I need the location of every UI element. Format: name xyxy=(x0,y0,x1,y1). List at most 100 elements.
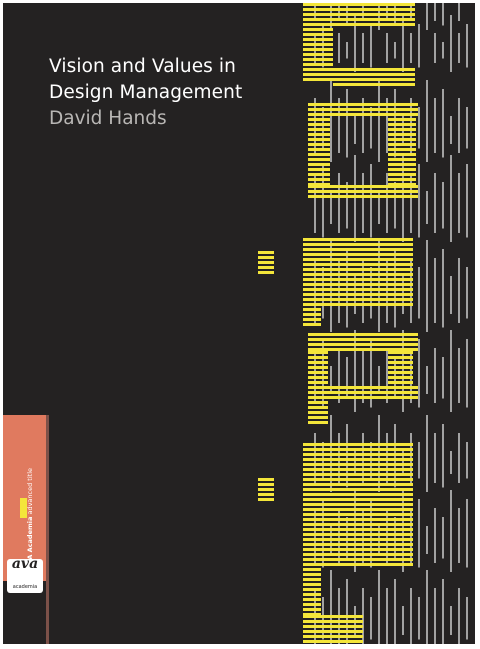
letter-bar xyxy=(388,143,416,146)
letter-bar xyxy=(308,163,330,166)
letter-bar xyxy=(308,133,330,136)
letter-bar xyxy=(308,376,328,379)
letter-bar xyxy=(308,178,330,181)
letter-bar xyxy=(303,273,413,276)
series-color-mark xyxy=(20,498,27,518)
letter-bar xyxy=(303,453,413,456)
letter-bar xyxy=(258,261,274,264)
letter-bar xyxy=(308,366,328,369)
letter-bar xyxy=(388,356,413,359)
letter-bar xyxy=(388,128,416,131)
letter-bar xyxy=(303,448,413,451)
letter-bar xyxy=(303,488,413,491)
letter-bar xyxy=(303,478,413,481)
letter-bar xyxy=(258,498,274,501)
letter-bar xyxy=(308,168,330,171)
letter-bar xyxy=(308,386,418,389)
letter-bar xyxy=(308,333,418,336)
letter-bar xyxy=(258,478,274,481)
letter-bar xyxy=(308,416,328,419)
letter-bar xyxy=(303,493,413,496)
letter-bar xyxy=(303,483,413,486)
letter-bar xyxy=(303,28,333,31)
letter-bar xyxy=(303,78,333,81)
letter-bar xyxy=(303,558,413,561)
letter-bar xyxy=(388,168,416,171)
letter-bar xyxy=(388,158,416,161)
letter-bar xyxy=(308,173,330,176)
letter-bar xyxy=(303,578,321,581)
letter-bar xyxy=(388,351,413,354)
letter-bar xyxy=(303,63,333,66)
letter-bar xyxy=(303,583,321,586)
letter-bar xyxy=(308,406,328,409)
letter-bar xyxy=(303,293,413,296)
letter-bar xyxy=(308,361,328,364)
letter-bar xyxy=(308,143,330,146)
letter-bar xyxy=(303,73,333,76)
letter-bar xyxy=(308,411,328,414)
letter-bar xyxy=(303,625,363,628)
letter-bar xyxy=(303,640,363,643)
letter-bar xyxy=(303,38,333,41)
letter-bar xyxy=(303,298,413,301)
author-name: David Hands xyxy=(49,108,167,129)
letter-bar xyxy=(308,118,330,121)
letter-bar xyxy=(303,288,413,291)
letter-bar xyxy=(308,138,330,141)
letter-bar xyxy=(303,318,321,321)
letter-bar xyxy=(308,103,418,106)
letter-bar xyxy=(308,356,328,359)
letter-bar xyxy=(308,351,328,354)
letter-bar xyxy=(388,183,416,186)
letter-bar xyxy=(303,23,415,26)
letter-bar xyxy=(333,83,415,86)
letter-bar xyxy=(388,381,413,384)
letter-bar xyxy=(258,266,274,269)
letter-bar xyxy=(303,473,413,476)
letter-bar xyxy=(303,43,333,46)
letter-bar xyxy=(303,615,363,618)
title-line-2: Design Management xyxy=(49,82,243,103)
letter-bar xyxy=(308,396,418,399)
letter-bar xyxy=(388,148,416,151)
letter-bar xyxy=(303,243,413,246)
insight-stripe-pattern xyxy=(258,3,468,644)
letter-bar xyxy=(303,598,321,601)
letter-bar xyxy=(303,463,413,466)
letter-bar xyxy=(303,528,413,531)
letter-bar xyxy=(388,173,416,176)
letter-bar xyxy=(303,543,413,546)
letter-bar xyxy=(388,366,413,369)
letter-bar xyxy=(303,508,413,511)
letter-bar xyxy=(303,18,415,21)
letter-bar xyxy=(303,538,413,541)
letter-bar xyxy=(303,33,333,36)
yellow-letter-bars xyxy=(258,3,418,643)
logo-letters: ava xyxy=(11,556,39,572)
letter-bar xyxy=(333,73,415,76)
letter-bar xyxy=(303,258,413,261)
letter-bar xyxy=(308,153,330,156)
letter-bar xyxy=(303,268,413,271)
letter-bar xyxy=(303,620,363,623)
letter-bar xyxy=(303,593,321,596)
background-line-pattern xyxy=(314,3,468,644)
letter-bar xyxy=(303,283,413,286)
letter-bar xyxy=(303,533,413,536)
letter-bar xyxy=(308,128,330,131)
letter-bar xyxy=(308,343,418,346)
letter-bar xyxy=(303,13,415,16)
letter-bar xyxy=(308,123,330,126)
letter-bar xyxy=(308,421,328,424)
letter-bar xyxy=(303,248,413,251)
letter-bar xyxy=(303,563,321,566)
letter-bar xyxy=(303,523,413,526)
letter-bar xyxy=(303,513,413,516)
letter-bar xyxy=(303,278,413,281)
letter-bar xyxy=(303,568,321,571)
letter-bar xyxy=(388,153,416,156)
letter-bar xyxy=(303,503,413,506)
letter-bar xyxy=(303,263,413,266)
letter-bar xyxy=(303,3,415,6)
